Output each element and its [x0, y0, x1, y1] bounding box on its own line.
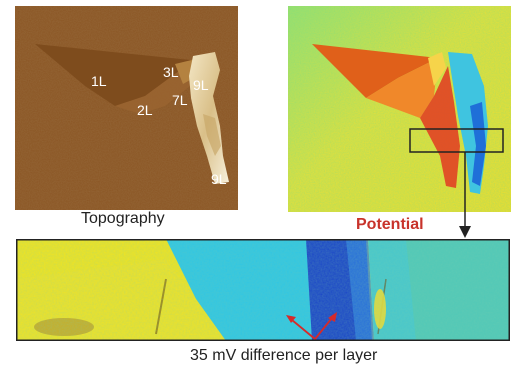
layer-label-7L: 7L: [172, 92, 188, 108]
layer-label-9L-top: 9L: [193, 77, 209, 93]
layer-label-2L: 2L: [137, 102, 153, 118]
caption-topography: Topography: [81, 210, 165, 227]
layer-label-9L-bottom: 9L: [211, 171, 227, 187]
zoom-connector-arrow: [459, 152, 471, 238]
potential-image: [288, 6, 511, 212]
layer-label-3L: 3L: [163, 64, 179, 80]
caption-potential: Potential: [356, 216, 424, 233]
difference-arrows: [286, 312, 337, 340]
zoom-potential-image: [16, 239, 510, 341]
topography-image: 1L 2L 3L 7L 9L 9L: [15, 6, 238, 210]
zoom-selection-box: [409, 128, 504, 153]
layer-label-1L: 1L: [91, 73, 107, 89]
caption-difference: 35 mV difference per layer: [190, 347, 378, 364]
